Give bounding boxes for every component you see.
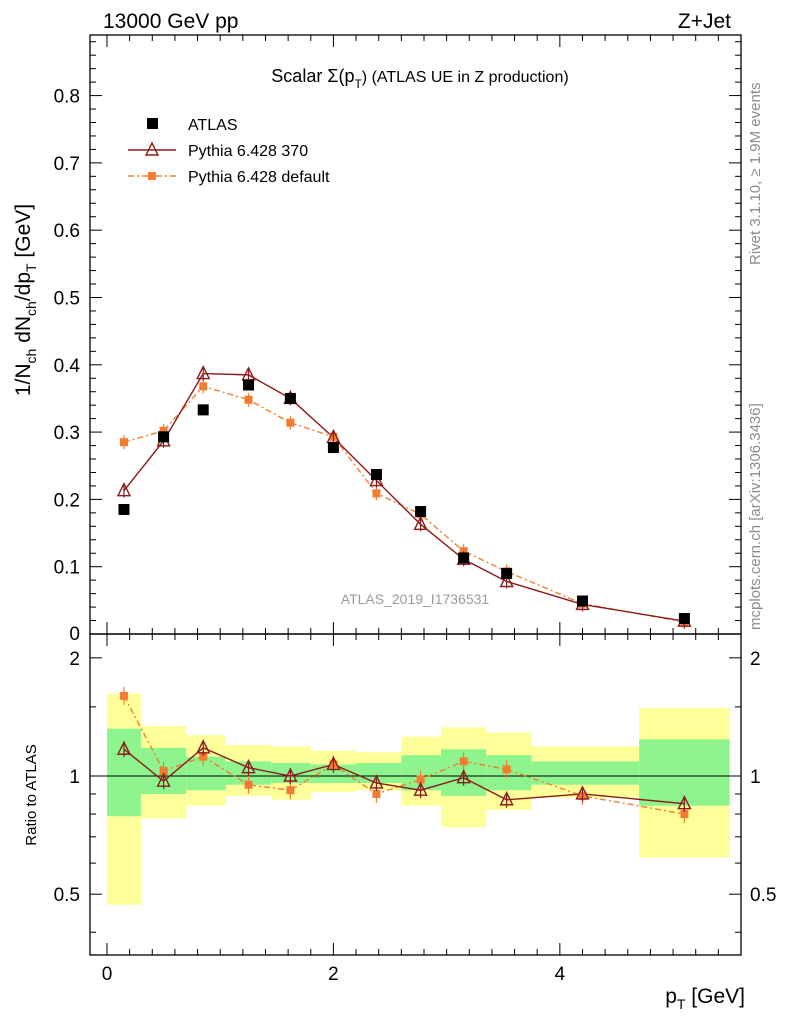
main-pythia-370-point (413, 515, 428, 530)
ratio-pythia-default-point (502, 765, 511, 774)
ratio-pythia-370-point (413, 781, 428, 796)
main-atlas-data-point (118, 503, 130, 515)
main-atlas-data-point (415, 506, 427, 518)
rivet-version-label: Rivet 3.1.10, ≥ 1.9M events (747, 83, 764, 266)
main-pythia-default-point (159, 426, 168, 435)
main-y-tick-label: 0.4 (54, 356, 81, 377)
main-pythia-370-point (116, 482, 132, 497)
x-tick-label: 4 (555, 964, 566, 985)
main-y-axis-label: 1/Nch dNch/dpT [GeV] (12, 204, 39, 396)
ratio-inner-band-bin (356, 762, 402, 783)
main-y-tick-label: 0.8 (54, 87, 80, 108)
main-atlas-data-point (501, 567, 513, 579)
main-pythia-370-point (499, 572, 514, 588)
ratio-pythia-370-point (326, 755, 341, 771)
main-y-tick-label: 0.3 (54, 423, 80, 444)
ratio-pythia-370-point (677, 795, 692, 810)
header-process-label: Z+Jet (678, 10, 731, 33)
ratio-panel: Ratio to ATLAS 0.5 0.5 1 1 2 2 0 2 4 pT [GeV] (23, 633, 776, 1012)
main-pythia-default-point (199, 382, 208, 391)
legend-atlas-label: ATLAS (188, 117, 238, 134)
ratio-pythia-default-point (286, 786, 295, 795)
x-axis-label: pT [GeV] (665, 985, 745, 1012)
legend-atlas-marker (147, 118, 158, 129)
header-energy-label: 13000 GeV pp (103, 10, 238, 33)
x-tick-label: 2 (328, 964, 339, 985)
main-title: Scalar Σ(pT) (ATLAS UE in Z production) (271, 66, 568, 91)
main-y-tick-label: 0.2 (54, 490, 80, 511)
ratio-pythia-370-point (456, 769, 471, 784)
legend: ATLAS Pythia 6.428 370 Pythia 6.428 defa… (128, 117, 330, 186)
ratio-pythia-default-point (680, 810, 689, 819)
legend-p370-marker (144, 141, 160, 156)
legend-pdef-marker (148, 172, 156, 180)
ratio-pythia-default-line (123, 695, 685, 815)
ratio-pythia-default-point (416, 775, 425, 784)
ratio-y-tick-label-left: 0.5 (54, 885, 80, 906)
main-atlas-data-point (158, 431, 170, 443)
ratio-pythia-370-point (241, 759, 256, 774)
ratio-pythia-370-point (156, 772, 171, 787)
main-y-tick-label: 0.6 (54, 221, 80, 242)
main-pythia-370-line (123, 372, 685, 622)
main-pythia-default-line (123, 385, 685, 623)
main-y-tick-label: 0.1 (54, 558, 80, 579)
ratio-pythia-370-point (575, 785, 590, 800)
main-y-tick-label: 0.5 (54, 288, 80, 309)
main-atlas-data-point (197, 404, 209, 416)
ratio-pythia-default-point (244, 780, 253, 789)
ratio-axis-ticks: 0.5 0.5 1 1 2 2 0 2 4 (54, 634, 776, 985)
main-atlas-data-point (370, 468, 382, 480)
ratio-pythia-370-point (283, 767, 298, 782)
ratio-y-tick-label-right: 2 (750, 649, 761, 670)
main-pythia-default-point (119, 438, 128, 447)
ratio-pythia-default-point (119, 691, 128, 700)
main-atlas-data-point (576, 595, 588, 607)
ratio-y-tick-label-right: 0.5 (750, 885, 776, 906)
ratio-pythia-370-point (369, 774, 384, 789)
main-y-tick-label: 0.7 (54, 154, 80, 175)
ratio-y-tick-label-right: 1 (750, 767, 761, 788)
main-series (116, 364, 692, 629)
ratio-pythia-370-point (196, 739, 211, 754)
main-pythia-default-point (372, 489, 381, 498)
ratio-y-tick-label-left: 2 (69, 649, 80, 670)
ratio-pythia-370-point (499, 791, 514, 806)
main-atlas-data-point (327, 442, 339, 454)
ratio-pythia-default-point (372, 789, 381, 798)
ratio-pythia-default-point (159, 766, 168, 775)
main-atlas-data-point (243, 379, 255, 391)
ratio-inner-band-bin (531, 761, 640, 785)
main-panel: Scalar Σ(pT) (ATLAS UE in Z production) … (12, 34, 742, 645)
legend-pdef-label: Pythia 6.428 default (188, 169, 330, 186)
main-pythia-370-point (241, 366, 256, 381)
main-pythia-370-point (196, 364, 211, 380)
ratio-pythia-default-point (459, 757, 468, 766)
ratio-plot-frame (89, 633, 742, 956)
ratio-series (116, 686, 692, 824)
main-y-tick-label-zero: 0 (69, 624, 80, 645)
ratio-y-tick-label-left: 1 (69, 767, 80, 788)
main-atlas-data-point (678, 613, 690, 625)
ratio-inner-band-bin (186, 756, 226, 791)
watermark-analysis-id: ATLAS_2019_I1736531 (341, 591, 490, 607)
main-axis-ticks: 0.1 0.2 0.3 0.4 0.5 0.6 0.7 0.8 0 (54, 35, 741, 645)
ratio-y-axis-label: Ratio to ATLAS (23, 744, 40, 845)
ratio-uncertainty-bands (106, 693, 730, 905)
ratio-pythia-default-point (199, 752, 208, 761)
main-pythia-default-point (244, 395, 253, 404)
x-tick-label: 0 (102, 964, 113, 985)
main-pythia-default-point (286, 418, 295, 427)
main-pythia-370-point (326, 428, 341, 444)
ratio-pythia-370-point (116, 740, 132, 755)
main-atlas-data-point (458, 552, 470, 564)
ratio-inner-band-bin (639, 739, 730, 806)
mcplots-label: mcplots.cern.ch [arXiv:1306.3436] (747, 403, 764, 630)
legend-p370-label: Pythia 6.428 370 (188, 143, 308, 160)
main-atlas-data-point (284, 392, 296, 404)
